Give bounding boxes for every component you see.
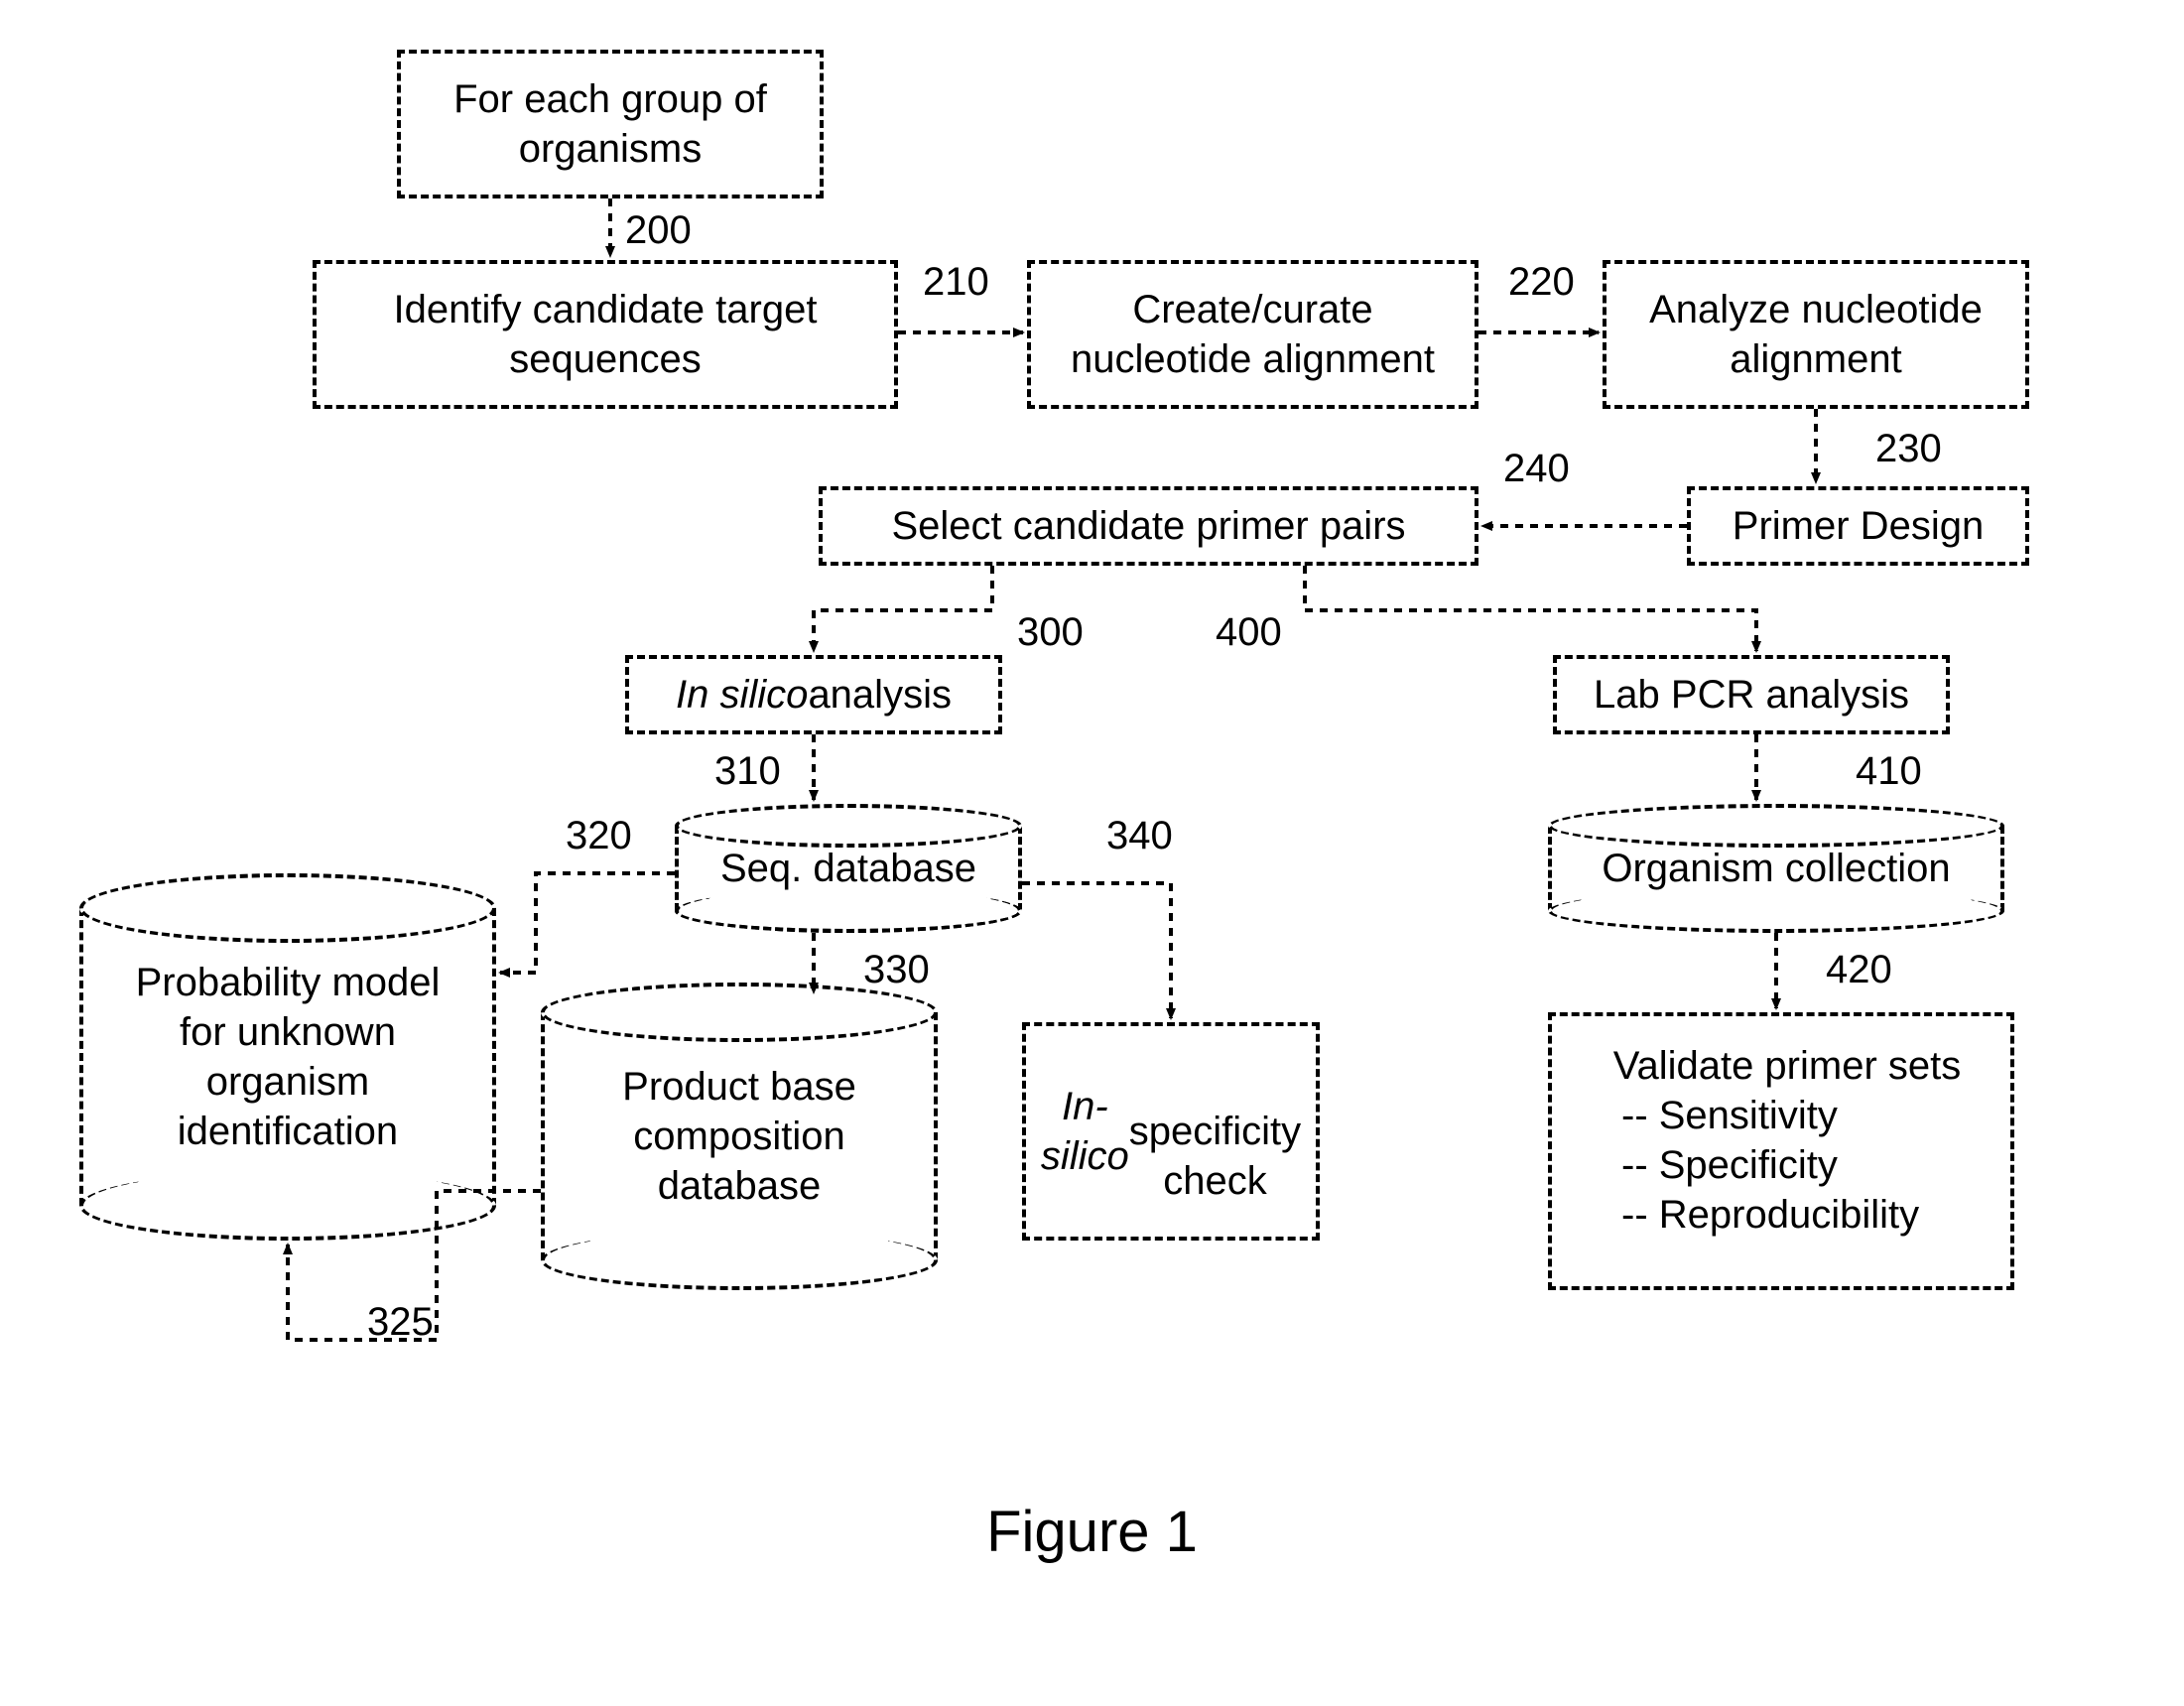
label-230: 230 (1875, 427, 1942, 471)
label-200: 200 (625, 208, 692, 253)
label-310: 310 (714, 749, 781, 794)
label-320: 320 (566, 814, 632, 858)
box-in-silico-specificity: In-silicospecificitycheck (1022, 1022, 1320, 1241)
cylinder-organism-collection: Organism collection (1548, 804, 2004, 933)
cylinder-seq-database: Seq. database (675, 804, 1022, 933)
box-in-silico-analysis: In silico analysis (625, 655, 1002, 734)
box-create-curate: Create/curate nucleotide alignment (1027, 260, 1478, 409)
cylinder-probability-model-label: Probability model for unknown organism i… (116, 958, 460, 1156)
diagram-canvas: For each group of organisms Identify can… (0, 0, 2184, 1706)
label-340: 340 (1106, 814, 1173, 858)
label-300: 300 (1017, 610, 1084, 655)
box-primer-design: Primer Design (1687, 486, 2029, 566)
box-analyze-alignment: Analyze nucleotide alignment (1603, 260, 2029, 409)
box-validate-primer-sets: Validate primer sets-- Sensitivity-- Spe… (1548, 1012, 2014, 1290)
cylinder-product-base-label: Product base composition database (602, 1062, 876, 1211)
label-400: 400 (1216, 610, 1282, 655)
cylinder-seq-database-label: Seq. database (701, 844, 996, 893)
label-330: 330 (863, 948, 930, 992)
box-lab-pcr: Lab PCR analysis (1553, 655, 1950, 734)
label-325: 325 (367, 1300, 434, 1345)
box-start: For each group of organisms (397, 50, 824, 198)
label-420: 420 (1826, 948, 1892, 992)
cylinder-probability-model: Probability model for unknown organism i… (79, 873, 496, 1241)
figure-title: Figure 1 (0, 1499, 2184, 1565)
label-240: 240 (1503, 447, 1570, 491)
label-410: 410 (1856, 749, 1922, 794)
label-210: 210 (923, 260, 989, 305)
box-identify-candidate: Identify candidate target sequences (313, 260, 898, 409)
box-select-primer-pairs: Select candidate primer pairs (819, 486, 1478, 566)
label-220: 220 (1508, 260, 1575, 305)
cylinder-product-base-composition: Product base composition database (541, 983, 938, 1290)
cylinder-organism-collection-label: Organism collection (1582, 844, 1970, 893)
